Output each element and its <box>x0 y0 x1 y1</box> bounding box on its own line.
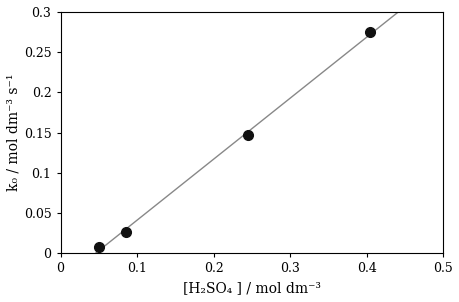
Point <box>366 30 373 34</box>
Y-axis label: k₀ / mol dm⁻³ s⁻¹: k₀ / mol dm⁻³ s⁻¹ <box>7 74 21 191</box>
X-axis label: [H₂SO₄ ] / mol dm⁻³: [H₂SO₄ ] / mol dm⁻³ <box>182 281 320 295</box>
Point <box>122 229 129 234</box>
Point <box>95 245 102 249</box>
Point <box>244 133 251 137</box>
